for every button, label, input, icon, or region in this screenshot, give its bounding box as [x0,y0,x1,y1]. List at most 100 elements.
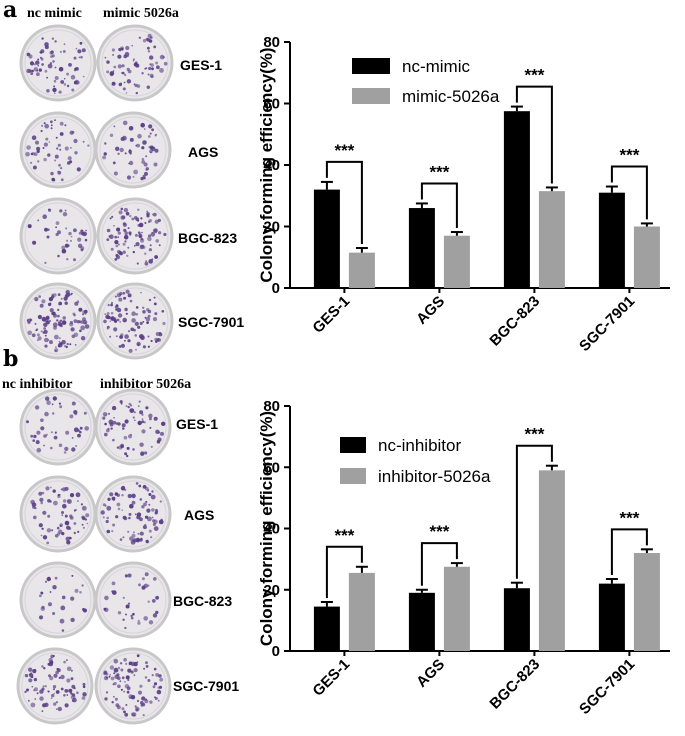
colony-dot [124,152,127,155]
colony-dot [53,500,58,506]
colony-dot [58,443,63,448]
colony-dot [40,330,43,333]
y-tick-label: 60 [263,96,280,113]
colony-dot [58,337,61,340]
colony-dot [70,74,76,80]
colony-dot [37,64,39,67]
colony-dot [38,491,43,496]
colony-dot [60,297,63,300]
colony-dot [139,517,143,522]
colony-dot [124,574,128,578]
colony-dot [150,536,153,539]
colony-dot [54,334,59,340]
colony-dot [54,576,58,580]
legend-swatch [340,468,366,484]
colony-dot [159,677,164,682]
colony-dot [153,519,158,524]
colony-dot [117,243,120,246]
colony-dot [49,308,54,313]
colony-dot [62,316,66,320]
colony-dot [70,677,74,681]
colony-dot [134,233,138,237]
colony-dot [144,515,149,519]
colony-dot [124,231,128,235]
colony-dot [124,51,130,57]
colony-dot [68,63,72,67]
colony-dot [122,242,126,246]
colony-dot [147,135,151,138]
colony-dot [103,319,107,324]
colony-dot [125,211,130,216]
colony-dot [126,79,132,84]
colony-dot [108,675,111,678]
colony-dot [52,685,57,689]
panel-b-dish-label-bgc823: BGC-823 [173,593,232,609]
colony-dot [154,312,158,316]
colony-dot [119,46,125,51]
colony-dot [79,591,82,594]
colony-dot [127,246,130,249]
colony-dot [66,678,71,683]
colony-dot [119,321,121,323]
colony-dot [145,665,149,668]
colony-dot [46,528,52,533]
colony-dot [112,420,117,425]
colony-dot [45,486,50,491]
colony-dot [79,430,82,434]
colony-dot [137,532,140,535]
colony-dot [73,522,77,525]
colony-dish [19,197,97,275]
colony-dot [69,493,75,498]
colony-dot [117,422,121,426]
legend-swatch [340,437,366,453]
colony-dot [57,143,61,147]
colony-dot [58,90,62,94]
colony-dot [44,580,48,583]
colony-dot [50,127,53,130]
colony-dot [64,243,69,248]
colony-dot [48,208,50,211]
x-tick-label: AGS [413,293,448,328]
colony-dot [110,303,113,307]
panel-b-dish-label-sgc7901: SGC-7901 [173,678,239,694]
colony-dot [139,538,143,542]
colony-dot [76,691,79,694]
colony-dot [27,699,30,702]
colony-dot [75,47,78,50]
colony-dot [53,673,58,678]
colony-dot [143,421,146,424]
colony-dot [50,171,54,176]
colony-dot [109,133,114,137]
colony-dot [102,503,106,507]
colony-dot [163,232,167,237]
colony-dot [133,216,138,220]
colony-dot [123,435,128,440]
colony-dot [116,227,121,232]
colony-dot [50,446,53,450]
colony-dot [45,396,50,401]
colony-dot [36,333,40,337]
colony-dot [64,520,70,526]
colony-dot [130,433,132,436]
panel-a-dish-label-ges1: GES-1 [180,57,222,73]
colony-dot [30,72,34,76]
colony-dot [130,327,134,332]
colony-dot [120,343,125,348]
colony-dot [120,688,123,691]
colony-dot [156,689,162,695]
colony-dot [34,297,39,302]
colony-dot [50,431,53,434]
colony-dot [82,682,86,686]
colony-dot [31,69,34,73]
significance-label: *** [334,526,354,545]
colony-dot [52,412,55,415]
colony-dot [123,229,127,233]
colony-dot [124,334,129,339]
colony-dot [153,416,158,421]
colony-dot [63,451,67,454]
colony-dot [30,672,33,674]
colony-dot [148,529,152,533]
colony-dot [125,312,128,315]
colony-dot [82,526,85,529]
colony-dot [136,654,140,658]
